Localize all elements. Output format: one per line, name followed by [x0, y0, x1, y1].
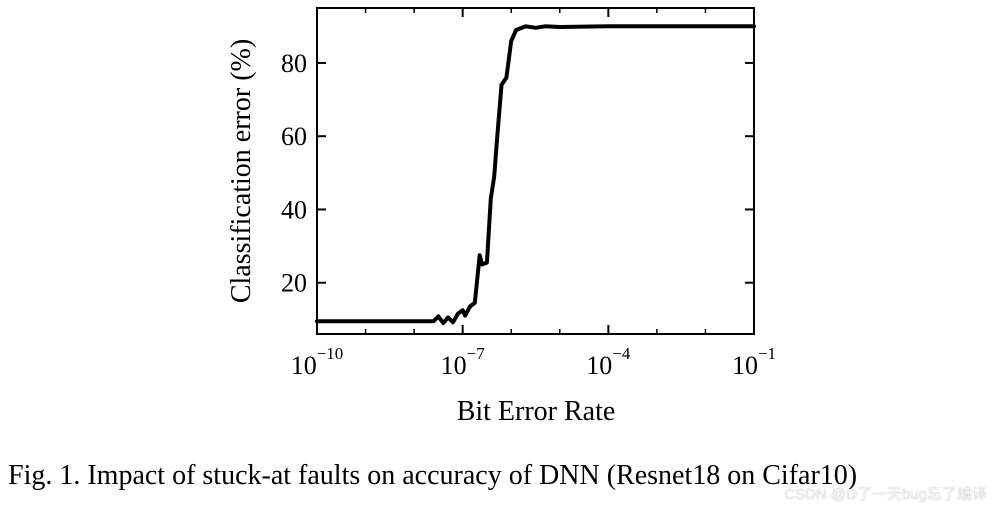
y-tick-label: 60	[281, 122, 307, 151]
y-tick-label: 20	[281, 269, 307, 298]
y-tick-label: 80	[281, 49, 307, 78]
plot-area	[316, 7, 755, 335]
x-tick-base: 10	[732, 351, 758, 380]
x-tick-exponent: −7	[467, 344, 486, 363]
y-tick-label: 40	[281, 195, 307, 224]
x-tick-base: 10	[291, 351, 317, 380]
watermark: CSDN @D了一天bug忘了编译	[784, 486, 987, 503]
x-tick-exponent: −4	[612, 344, 631, 363]
x-tick-label: 10−1	[732, 344, 776, 380]
x-tick-exponent: −1	[758, 344, 776, 363]
x-axis-label: Bit Error Rate	[457, 396, 616, 427]
x-tick-base: 10	[441, 351, 467, 380]
series-line	[315, 24, 756, 325]
x-tick-label: 10−7	[441, 344, 486, 380]
figure-caption: Fig. 1. Impact of stuck-at faults on acc…	[8, 460, 858, 491]
y-axis-label: Classification error (%)	[226, 39, 257, 303]
x-tick-label: 10−4	[586, 344, 631, 380]
x-tick-label: 10−10	[291, 344, 344, 380]
x-tick-base: 10	[586, 351, 612, 380]
x-tick-exponent: −10	[317, 344, 344, 363]
